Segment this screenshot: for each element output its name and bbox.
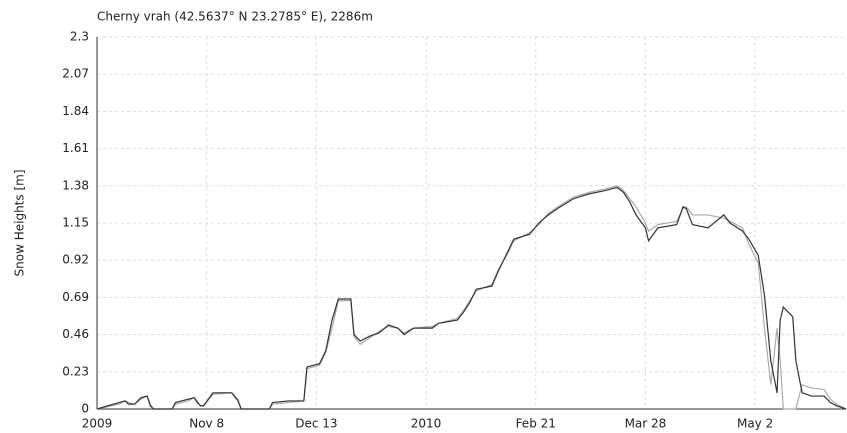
x-tick-label: 2010 (411, 417, 442, 431)
y-tick-label: 1.84 (62, 104, 89, 118)
y-tick-label: 1.38 (62, 178, 89, 192)
x-tick-label: Nov 8 (189, 417, 224, 431)
x-tick-label: Dec 13 (295, 417, 337, 431)
x-tick-label: May 2 (737, 417, 773, 431)
y-tick-label: 2.07 (62, 67, 89, 81)
x-tick-label: 2009 (82, 417, 113, 431)
y-tick-label: 1.61 (62, 141, 89, 155)
chart-title: Cherny vrah (42.5637° N 23.2785° E), 228… (97, 10, 373, 24)
y-tick-label: 2.3 (70, 30, 89, 44)
y-tick-label: 0.46 (62, 327, 89, 341)
series-line (96, 186, 847, 410)
y-tick-label: 0.23 (62, 364, 89, 378)
x-tick-label: Feb 21 (516, 417, 556, 431)
y-axis-label: Snow Heights [m] (13, 170, 27, 277)
y-tick-label: 0 (81, 402, 89, 416)
x-tick-label: Mar 28 (625, 417, 667, 431)
y-tick-label: 1.15 (62, 216, 89, 230)
y-tick-label: 0.92 (62, 253, 89, 267)
y-tick-label: 0.69 (62, 290, 89, 304)
